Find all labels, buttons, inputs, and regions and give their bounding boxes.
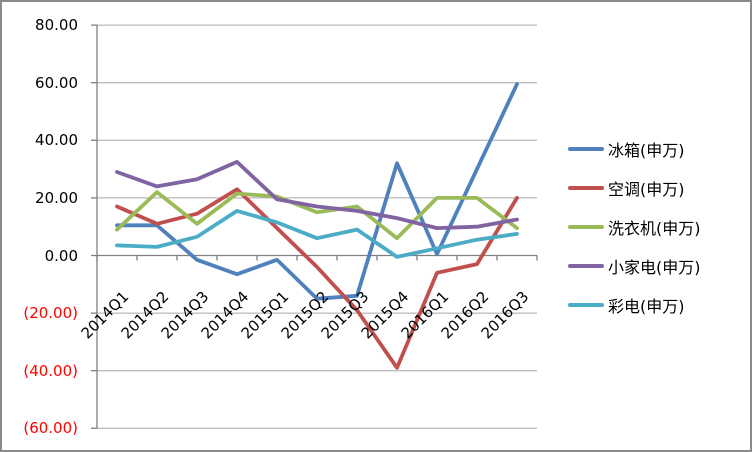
legend-item: 冰箱(申万) — [568, 129, 701, 168]
y-tick-label: (60.00) — [23, 419, 78, 438]
legend-label: 洗衣机(申万) — [608, 218, 701, 238]
y-tick-label: 0.00 — [44, 246, 78, 265]
legend-item: 洗衣机(申万) — [568, 207, 701, 246]
legend-label: 彩电(申万) — [608, 296, 685, 316]
legend-line-swatch — [568, 185, 604, 190]
y-tick-label: (20.00) — [23, 304, 78, 323]
legend-line-swatch — [568, 146, 604, 151]
legend-label: 小家电(申万) — [608, 257, 701, 277]
y-tick-label: 60.00 — [35, 73, 78, 92]
legend-label: 空调(申万) — [608, 179, 685, 199]
series-line — [115, 187, 519, 370]
series-line — [115, 190, 519, 241]
legend-line-swatch — [568, 302, 604, 307]
series-line — [115, 159, 519, 231]
legend: 冰箱(申万) 空调(申万) 洗衣机(申万) 小家电(申万) 彩电(申万) — [568, 129, 701, 324]
legend-label: 冰箱(申万) — [608, 140, 685, 160]
y-tick-label: (40.00) — [23, 361, 78, 380]
legend-item: 彩电(申万) — [568, 285, 701, 324]
legend-item: 小家电(申万) — [568, 246, 701, 285]
legend-item: 空调(申万) — [568, 168, 701, 207]
series-line — [115, 208, 519, 259]
legend-line-swatch — [568, 263, 604, 268]
legend-line-swatch — [568, 224, 604, 229]
y-tick-label: 80.00 — [35, 16, 78, 35]
y-tick-label: 20.00 — [35, 188, 78, 207]
y-tick-label: 40.00 — [35, 131, 78, 150]
